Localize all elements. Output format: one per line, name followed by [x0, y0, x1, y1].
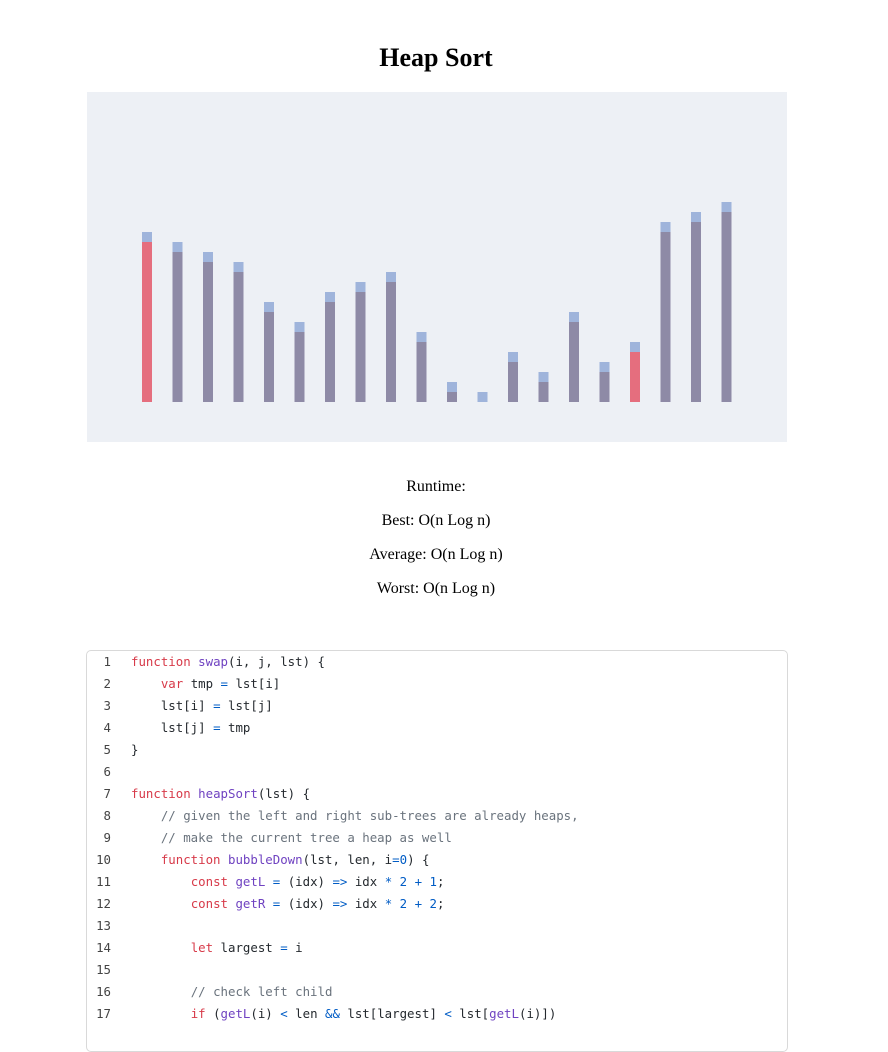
- code-text: if (getL(i) < len && lst[largest] < lst[…: [190, 1006, 557, 1021]
- bar-cap: [630, 342, 640, 352]
- bar-cap: [294, 322, 305, 332]
- bar: [233, 272, 244, 402]
- bar-cap: [508, 352, 518, 362]
- bar-cap: [721, 202, 732, 212]
- code-line: 13: [87, 915, 787, 937]
- code-text: let largest = i: [190, 940, 303, 955]
- runtime-best: Best: O(n Log n): [381, 512, 491, 529]
- bar-cap: [203, 252, 213, 262]
- line-number: 2: [103, 676, 111, 691]
- code-block: 1 function swap(i, j, lst) { 2 var tmp = l…: [86, 650, 788, 1052]
- code-text: const getL = (idx) => idx * 2 + 1;: [190, 874, 445, 889]
- code-text: // given the left and right sub-trees ar…: [160, 808, 579, 823]
- line-number: 5: [103, 742, 111, 757]
- code-line: 2 var tmp = lst[i]: [87, 673, 787, 695]
- bar-cap: [142, 232, 152, 242]
- bar-cap: [416, 332, 427, 342]
- bar-chart: [142, 202, 732, 402]
- bar: [569, 322, 579, 402]
- code-line: 1 function swap(i, j, lst) {: [87, 651, 787, 673]
- code-text: // check left child: [190, 984, 333, 999]
- bar: [691, 222, 701, 402]
- bar-highlighted: [142, 242, 152, 402]
- bar: [294, 332, 305, 402]
- code-line: 9 // make the current tree a heap as wel…: [87, 827, 787, 849]
- bar-cap: [599, 362, 610, 372]
- code-line: 11 const getL = (idx) => idx * 2 + 1;: [87, 871, 787, 893]
- bar: [355, 292, 366, 402]
- bar-cap: [477, 392, 488, 402]
- code-text: lst[i] = lst[j]: [131, 698, 273, 713]
- code-line: 16 // check left child: [87, 981, 787, 1003]
- code-line: 8 // given the left and right sub-trees …: [87, 805, 787, 827]
- bar-cap: [355, 282, 366, 292]
- bar: [203, 262, 213, 402]
- sort-visualization: [87, 92, 787, 442]
- line-number: 1: [103, 654, 111, 669]
- page-title: Heap Sort: [379, 43, 493, 72]
- bar-cap: [447, 382, 457, 392]
- code-text: function heapSort(lst) {: [131, 786, 311, 801]
- line-number: 3: [103, 698, 111, 713]
- bar-cap: [386, 272, 396, 282]
- line-number: 10: [96, 852, 111, 867]
- line-number: 8: [103, 808, 111, 823]
- runtime-worst: Worst: O(n Log n): [376, 580, 496, 597]
- line-number: 7: [103, 786, 111, 801]
- line-number: 11: [96, 874, 111, 889]
- line-number: 6: [103, 764, 111, 779]
- bar: [660, 232, 671, 402]
- code-text: }: [131, 742, 139, 757]
- code-line: 12 const getR = (idx) => idx * 2 + 2;: [87, 893, 787, 915]
- bar: [721, 212, 732, 402]
- line-number: 17: [96, 1006, 111, 1021]
- line-number: 13: [96, 918, 111, 933]
- bar-cap: [538, 372, 549, 382]
- code-line: 10 function bubbleDown(lst, len, i=0) {: [87, 849, 787, 871]
- bar-cap: [569, 312, 579, 322]
- code-line: 3 lst[i] = lst[j]: [87, 695, 787, 717]
- line-number: 9: [103, 830, 111, 845]
- line-number: 4: [103, 720, 111, 735]
- code-text: const getR = (idx) => idx * 2 + 2;: [190, 896, 445, 911]
- code-text: function swap(i, j, lst) {: [131, 654, 325, 669]
- code-text: lst[j] = tmp: [131, 720, 251, 735]
- bar-cap: [233, 262, 244, 272]
- line-number: 12: [96, 896, 111, 911]
- bar: [386, 282, 396, 402]
- code-text: function bubbleDown(lst, len, i=0) {: [160, 852, 430, 867]
- bar: [325, 302, 335, 402]
- runtime-average: Average: O(n Log n): [369, 546, 503, 563]
- bar: [447, 392, 457, 402]
- code-line: 7 function heapSort(lst) {: [87, 783, 787, 805]
- bar: [416, 342, 427, 402]
- bar: [538, 382, 549, 402]
- code-text: var tmp = lst[i]: [160, 676, 281, 691]
- bar-cap: [691, 212, 701, 222]
- bar: [508, 362, 518, 402]
- runtime-heading: Runtime:: [406, 478, 466, 495]
- bar-highlighted: [630, 352, 640, 402]
- bar: [264, 312, 274, 402]
- code-line: 5}: [87, 739, 787, 761]
- code-text: // make the current tree a heap as well: [160, 830, 452, 845]
- bar: [172, 252, 183, 402]
- line-number: 15: [96, 962, 111, 977]
- code-line: 17 if (getL(i) < len && lst[largest] < l…: [87, 1003, 787, 1025]
- code-line: 14 let largest = i: [87, 937, 787, 959]
- line-number: 14: [96, 940, 111, 955]
- code-line: 15: [87, 959, 787, 981]
- bar-cap: [264, 302, 274, 312]
- code-line: 6: [87, 761, 787, 783]
- bar-cap: [325, 292, 335, 302]
- bar-cap: [660, 222, 671, 232]
- code-line: 4 lst[j] = tmp: [87, 717, 787, 739]
- bar-cap: [172, 242, 183, 252]
- bar: [599, 372, 610, 402]
- line-number: 16: [96, 984, 111, 999]
